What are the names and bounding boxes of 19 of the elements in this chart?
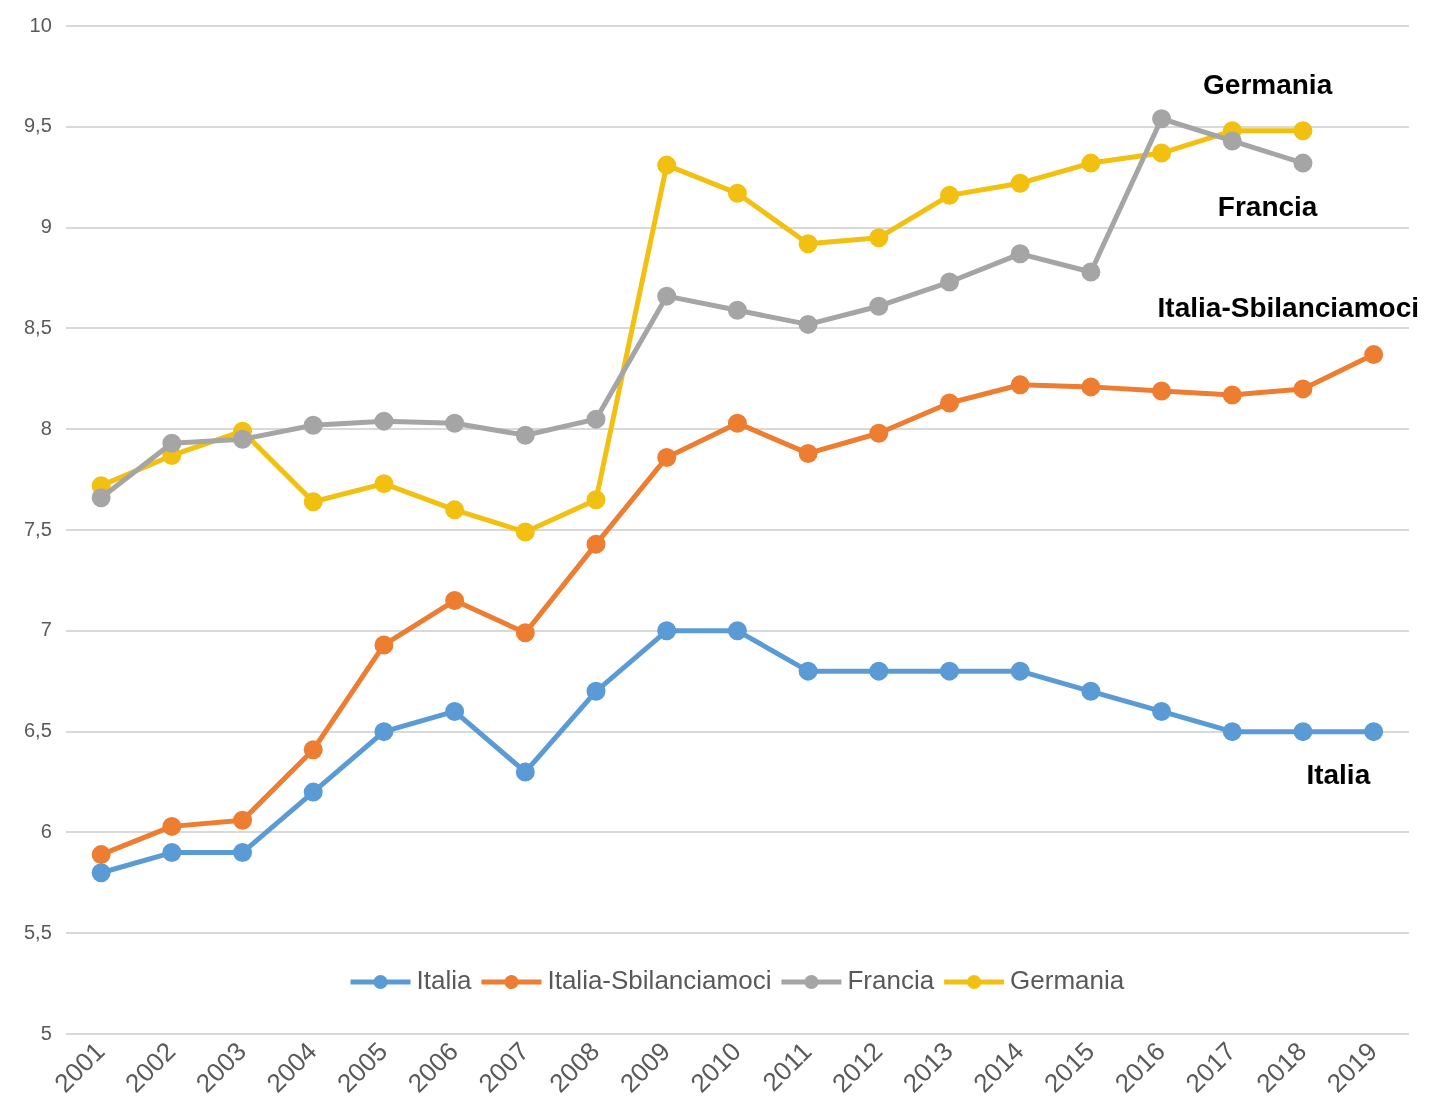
text: Francia [1217, 190, 1318, 222]
y-tick-label: 9 [40, 215, 52, 238]
y-tick-label: 9,5 [23, 114, 52, 137]
text: Germania [1203, 68, 1333, 100]
y-tick-label: 5 [40, 1021, 52, 1044]
text: Italia-Sbilanciamoci [1157, 292, 1419, 324]
y-tick-label: 7,5 [23, 517, 52, 540]
y-tick-label: 7 [40, 618, 52, 641]
y-tick-label: 10 [29, 13, 52, 36]
y-tick-label: 6,5 [23, 719, 52, 742]
y-tick-label: 6 [40, 819, 52, 842]
y-tick-label: 8 [40, 416, 52, 439]
legend-label: Italia [416, 965, 472, 996]
y-tick-label: 8,5 [23, 315, 52, 338]
legend-label: Francia [847, 965, 935, 996]
legend-label: Italia-Sbilanciamoci [547, 965, 772, 996]
text: Italia [1306, 759, 1371, 791]
legend-label: Germania [1010, 965, 1125, 996]
y-tick-label: 5,5 [23, 920, 52, 943]
